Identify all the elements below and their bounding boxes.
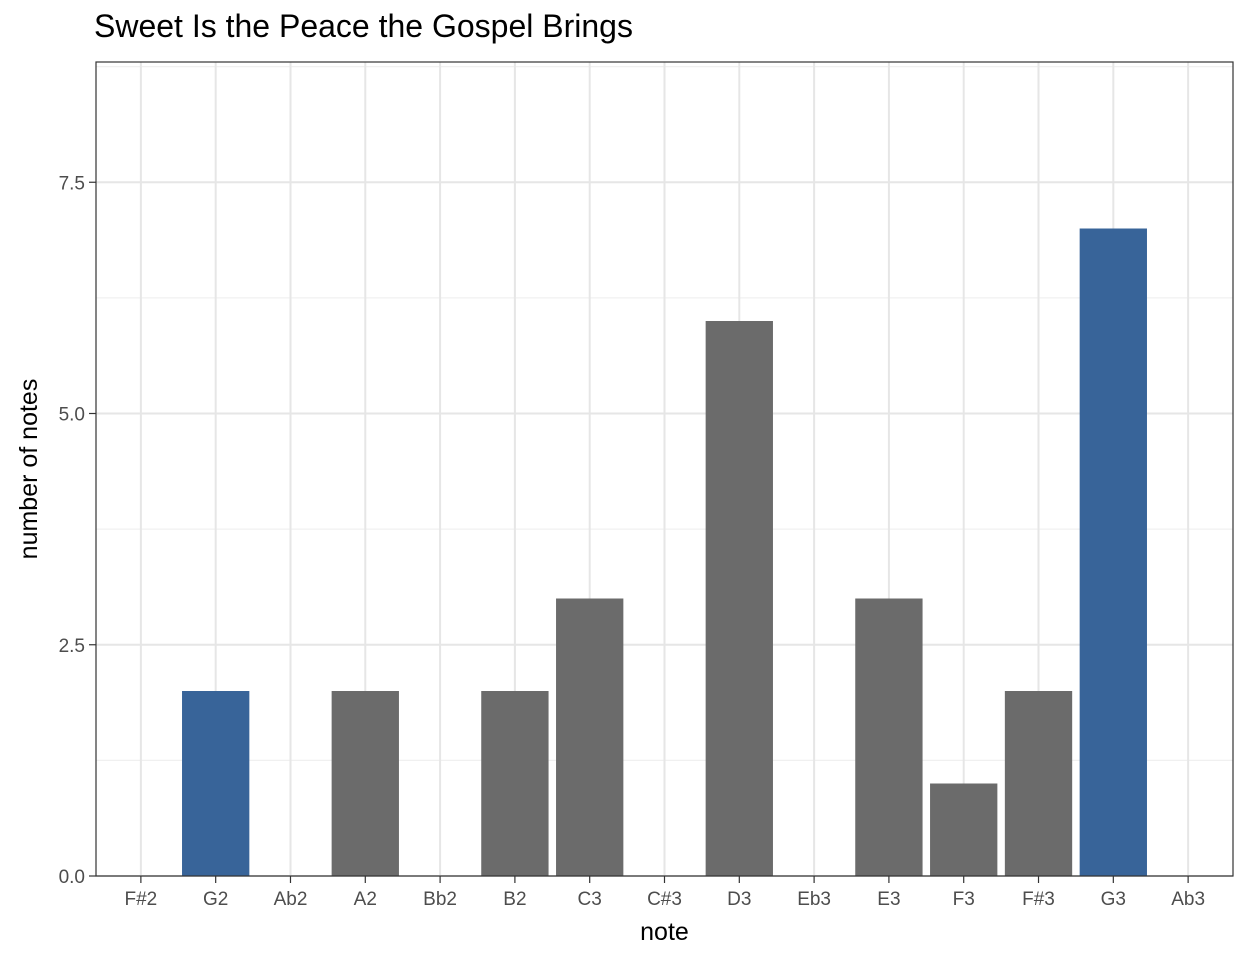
x-tick-label: F3	[953, 889, 975, 910]
chart-title: Sweet Is the Peace the Gospel Brings	[94, 8, 633, 44]
x-tick-label: B2	[503, 889, 526, 910]
y-tick-label: 0.0	[59, 867, 85, 888]
x-tick-label: Ab3	[1171, 889, 1205, 910]
x-tick-label: G2	[203, 889, 228, 910]
bar-g2	[182, 691, 250, 876]
x-tick-label: C3	[578, 889, 602, 910]
x-tick-label: Eb3	[797, 889, 831, 910]
x-tick-label: Ab2	[274, 889, 308, 910]
bar-c3	[556, 598, 624, 876]
axis-ticks: 0.0 2.5 5.0 7.5 F#2 G2 Ab2 A2 Bb2 B2 C3 C#3 D3 Eb3 E3 F…	[59, 173, 1205, 910]
bar-f3	[930, 783, 998, 876]
x-tick-label: Bb2	[423, 889, 457, 910]
y-tick-label: 5.0	[59, 405, 85, 426]
y-axis-title: number of notes	[15, 379, 43, 560]
x-tick-label: C#3	[647, 889, 682, 910]
x-tick-label: F#3	[1022, 889, 1055, 910]
x-tick-label: E3	[877, 889, 900, 910]
x-axis-title: note	[640, 918, 689, 946]
bar-e3	[855, 598, 923, 876]
bar-d3	[705, 321, 773, 876]
y-tick-label: 7.5	[59, 173, 85, 194]
y-tick-label: 2.5	[59, 636, 85, 657]
bars	[182, 228, 1147, 876]
x-tick-label: F#2	[125, 889, 158, 910]
bar-a2	[331, 691, 399, 876]
bar-b2	[481, 691, 549, 876]
x-tick-label: A2	[354, 889, 377, 910]
x-tick-label: G3	[1101, 889, 1126, 910]
bar-fsharp3	[1004, 691, 1073, 876]
x-tick-label: D3	[727, 889, 751, 910]
bar-g3	[1079, 228, 1147, 876]
